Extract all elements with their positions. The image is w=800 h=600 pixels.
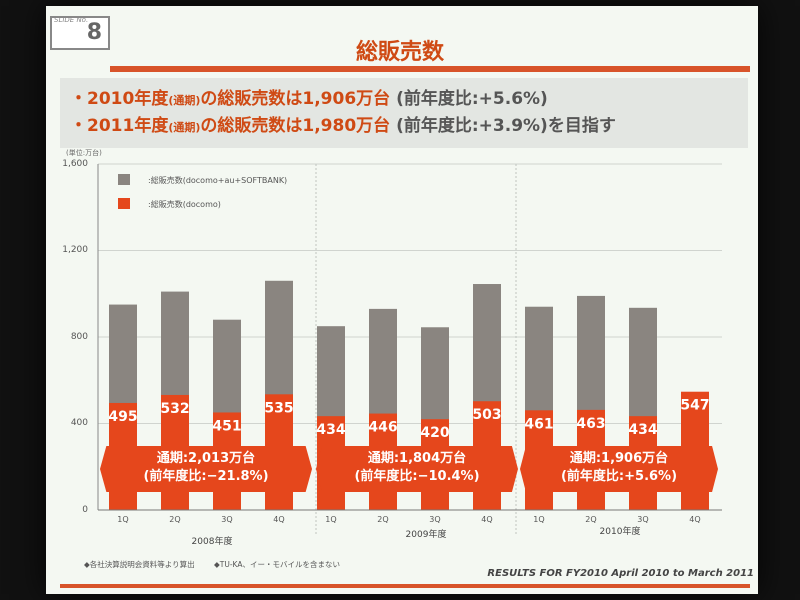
- y-tick: 0: [82, 505, 88, 515]
- bullet-text: の総販売数は1,980万台: [200, 116, 391, 136]
- x-label: 4Q: [481, 515, 493, 524]
- data-label: 434: [316, 422, 345, 438]
- data-label: 420: [420, 425, 449, 441]
- x-label: 3Q: [429, 515, 441, 524]
- footnote-exclusion: ◆TU-KA、イー・モバイルを含まない: [214, 560, 340, 569]
- x-label: 3Q: [637, 515, 649, 524]
- title-rule: [110, 66, 750, 72]
- bullet-year: ・2011年度: [70, 116, 169, 136]
- legend-label: :総販売数(docomo+au+SOFTBANK): [148, 176, 288, 185]
- callout-2008: 通期:2,013万台 (前年度比:−21.8%): [100, 446, 312, 492]
- callout-2010: 通期:1,906万台 (前年度比:+5.6%): [520, 446, 718, 492]
- slide-number-box: SLIDE No. 8: [50, 16, 110, 50]
- data-label: 495: [108, 409, 137, 425]
- unit-label: (単位:万台): [66, 149, 102, 157]
- x-label: 2Q: [169, 515, 181, 524]
- y-tick: 1,600: [62, 159, 88, 169]
- x-label: 1Q: [325, 515, 337, 524]
- data-label: 451: [212, 418, 241, 434]
- callout-line2: (前年度比:−10.4%): [354, 469, 480, 484]
- data-label: 446: [368, 420, 397, 436]
- data-label: 461: [524, 416, 553, 432]
- callout-line1: 通期:1,804万台: [367, 451, 467, 466]
- legend-swatch: [118, 174, 130, 185]
- callout-line1: 通期:1,906万台: [569, 451, 669, 466]
- data-label: 463: [576, 416, 605, 432]
- footnote-source: ◆各社決算説明会資料等より算出: [84, 560, 195, 569]
- bullet-year: ・2010年度: [70, 89, 169, 109]
- callout-2009: 通期:1,804万台 (前年度比:−10.4%): [316, 446, 518, 492]
- legend-label: :総販売数(docomo): [148, 200, 221, 209]
- bullet-period: (通期): [168, 94, 201, 107]
- data-label: 503: [472, 407, 501, 423]
- data-label: 434: [628, 422, 657, 438]
- slide-number: 8: [86, 20, 102, 45]
- slide-title: 総販売数: [355, 40, 444, 65]
- bullet-2011: ・2011年度(通期)の総販売数は1,980万台 (前年度比:+3.9%)を目指…: [70, 111, 616, 136]
- bullet-note: (前年度比:+3.9%)を目指す: [396, 116, 616, 136]
- bullet-box: [60, 78, 748, 148]
- callout-line2: (前年度比:−21.8%): [143, 469, 269, 484]
- bullet-period: (通期): [168, 121, 201, 134]
- bullet-note: (前年度比:+5.6%): [396, 89, 548, 109]
- x-label: 1Q: [533, 515, 545, 524]
- x-label: 2Q: [585, 515, 597, 524]
- x-label: 4Q: [273, 515, 285, 524]
- footer-rule: [60, 584, 750, 588]
- data-label: 547: [680, 398, 709, 414]
- bullet-text: の総販売数は1,906万台: [200, 89, 391, 109]
- legend-swatch: [118, 198, 130, 209]
- data-label: 535: [264, 400, 293, 416]
- x-label: 1Q: [117, 515, 129, 524]
- x-label: 3Q: [221, 515, 233, 524]
- year-label: 2010年度: [599, 527, 641, 537]
- footer-text: RESULTS FOR FY2010 April 2010 to March 2…: [487, 568, 754, 579]
- bullet-2010: ・2010年度(通期)の総販売数は1,906万台 (前年度比:+5.6%): [70, 84, 548, 109]
- year-label: 2009年度: [405, 530, 447, 540]
- year-label: 2008年度: [191, 537, 233, 547]
- x-label: 2Q: [377, 515, 389, 524]
- callout-line2: (前年度比:+5.6%): [560, 469, 678, 484]
- y-tick: 1,200: [62, 245, 88, 255]
- callout-line1: 通期:2,013万台: [156, 451, 256, 466]
- slide-number-label: SLIDE No.: [54, 16, 89, 24]
- data-label: 532: [160, 401, 189, 417]
- y-tick: 800: [70, 332, 88, 342]
- y-tick: 400: [70, 418, 88, 428]
- x-label: 4Q: [689, 515, 701, 524]
